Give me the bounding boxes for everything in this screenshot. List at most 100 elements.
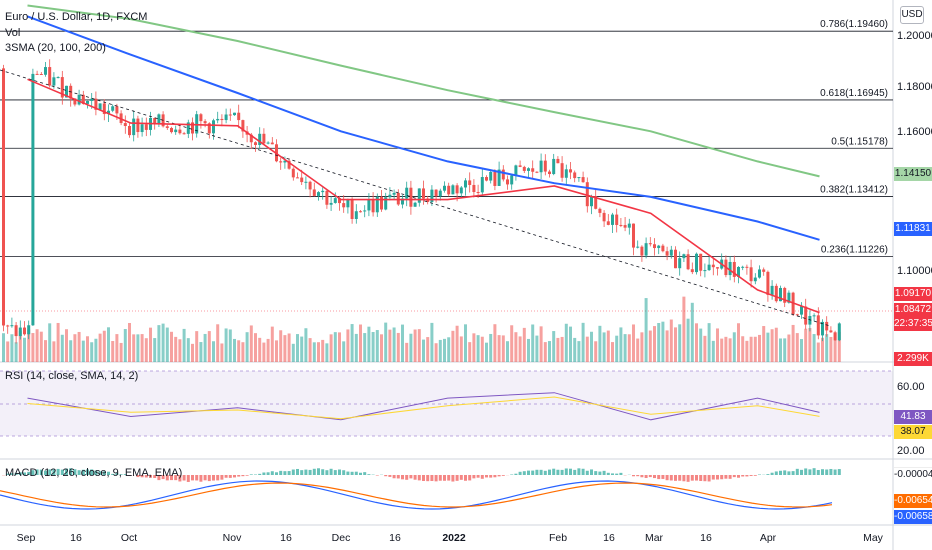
candle-body	[506, 179, 509, 185]
candle-body	[716, 267, 719, 269]
volume-bar	[266, 338, 270, 362]
volume-bar	[632, 324, 635, 362]
macd-histogram-bar	[833, 469, 837, 475]
volume-bar	[279, 330, 283, 362]
candle-body	[669, 249, 673, 256]
volume-bar	[123, 329, 127, 362]
volume-bar	[338, 332, 341, 362]
macd-histogram-bar	[14, 472, 18, 475]
macd-histogram-bar	[522, 471, 526, 475]
candle-body	[199, 114, 203, 122]
volume-bar	[354, 333, 358, 362]
macd-histogram-bar	[354, 471, 358, 475]
macd-histogram-bar	[795, 468, 799, 475]
candle-body	[552, 158, 556, 175]
volume-bar	[812, 334, 816, 362]
volume-bar	[661, 321, 665, 362]
candle-body	[18, 327, 22, 337]
candle-body	[333, 198, 337, 203]
x-axis-label: 16	[70, 532, 82, 544]
candle-body	[23, 327, 26, 335]
candle-body	[144, 124, 148, 130]
macd-histogram-bar	[111, 473, 115, 475]
macd-histogram-bar	[732, 475, 736, 478]
volume-bar	[98, 333, 102, 362]
macd-histogram-bar	[195, 475, 199, 481]
macd-histogram-bar	[283, 471, 287, 475]
candle-body	[535, 171, 539, 173]
volume-bar	[140, 334, 144, 362]
volume-bar	[480, 336, 484, 362]
volume-bar	[241, 342, 245, 362]
volume-bar	[774, 327, 778, 362]
macd-histogram-bar	[401, 475, 404, 480]
candle-body	[392, 192, 396, 195]
candle-body	[627, 223, 631, 228]
macd-histogram-bar	[31, 470, 35, 475]
candle-body	[367, 199, 371, 211]
candle-body	[686, 254, 690, 270]
candle-body	[632, 223, 635, 248]
candle-body	[279, 161, 283, 163]
volume-bar	[808, 327, 812, 362]
candle-body	[695, 253, 698, 273]
macd-signal-tag: -0.00654	[894, 494, 932, 508]
macd-histogram-bar	[186, 475, 190, 482]
volume-bar	[422, 339, 425, 362]
candle-body	[434, 189, 438, 197]
volume-bar	[60, 334, 64, 362]
volume-bar	[392, 327, 396, 362]
macd-histogram-bar	[447, 475, 451, 481]
macd-histogram-bar	[812, 468, 816, 475]
macd-histogram-bar	[779, 470, 782, 475]
candle-body	[766, 271, 770, 295]
macd-histogram-bar	[291, 469, 295, 475]
macd-legend: MACD (12, 26, close, 9, EMA, EMA)	[5, 467, 183, 479]
macd-histogram-bar	[556, 469, 560, 475]
macd-histogram-bar	[94, 470, 98, 475]
volume-bar	[787, 334, 791, 362]
volume-bar	[224, 328, 228, 362]
volume-bar	[602, 332, 606, 362]
macd-histogram-bar	[564, 468, 568, 475]
volume-bar	[695, 323, 698, 362]
fib-level-label: 0.236(1.11226)	[821, 244, 888, 255]
macd-histogram-bar	[207, 475, 211, 482]
macd-histogram-bar	[720, 475, 724, 480]
macd-histogram-bar	[527, 470, 530, 475]
candle-body	[816, 315, 820, 336]
volume-tag: 2.299K	[894, 352, 932, 366]
volume-bar	[804, 328, 808, 362]
volume-bar	[157, 325, 161, 362]
macd-histogram-bar	[388, 475, 392, 477]
currency-button[interactable]: USD	[900, 6, 924, 24]
candle-body	[140, 124, 144, 133]
macd-histogram-bar	[766, 474, 770, 475]
macd-histogram-bar	[577, 468, 581, 475]
volume-bar	[598, 325, 602, 362]
symbol-title: Euro / U.S. Dollar, 1D, FXCM	[5, 11, 148, 23]
candle-body	[501, 169, 505, 180]
candle-body	[401, 198, 404, 205]
macd-histogram-bar	[52, 469, 56, 475]
macd-histogram-bar	[279, 470, 283, 475]
macd-histogram-bar	[791, 471, 795, 475]
candle-body	[749, 267, 753, 282]
candle-body	[497, 169, 501, 186]
candle-body	[165, 126, 169, 128]
candle-body	[438, 190, 442, 197]
candle-body	[14, 325, 18, 337]
macd-histogram-bar	[606, 472, 610, 475]
candle-body	[417, 188, 421, 203]
x-axis-label: Nov	[223, 532, 242, 544]
candle-body	[224, 114, 228, 121]
volume-bar	[14, 342, 18, 362]
volume-bar	[23, 337, 26, 362]
volume-bar	[111, 341, 115, 362]
macd-histogram-bar	[262, 472, 266, 475]
candle-body	[136, 118, 140, 133]
macd-histogram-bar	[174, 475, 178, 481]
volume-bar	[325, 343, 329, 362]
macd-histogram-bar	[594, 471, 598, 475]
